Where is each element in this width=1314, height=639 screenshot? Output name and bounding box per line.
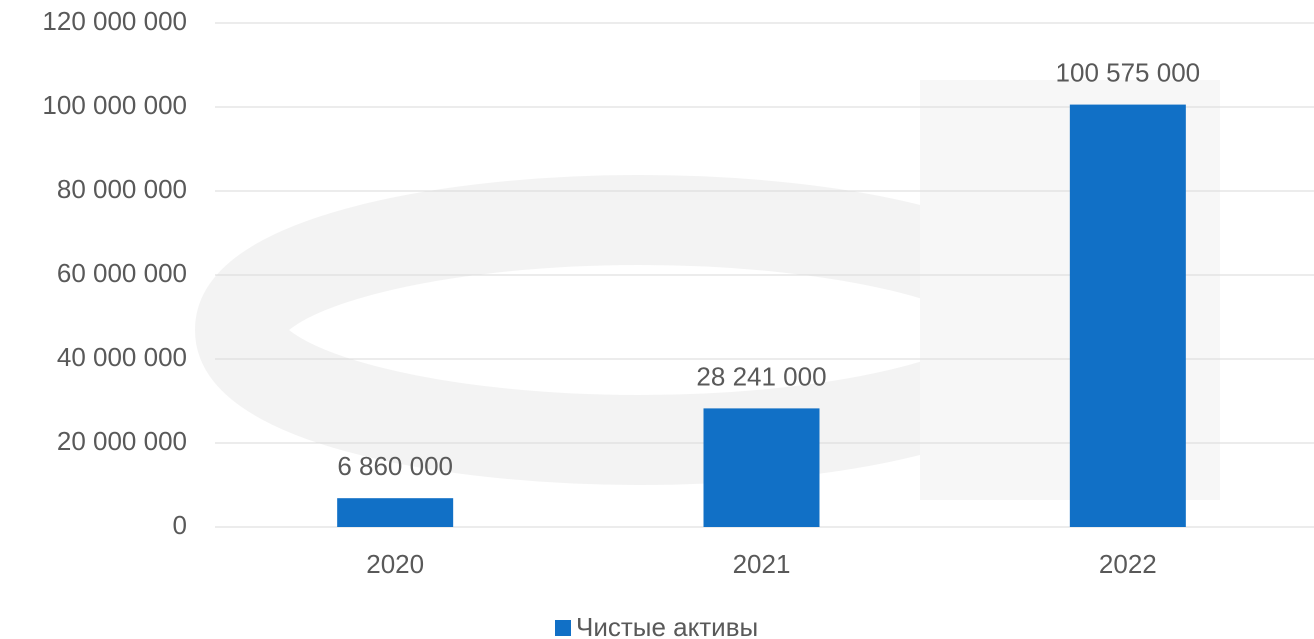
- y-tick-label: 60 000 000: [57, 258, 187, 288]
- x-tick-label: 2021: [733, 549, 791, 579]
- y-tick-label: 80 000 000: [57, 174, 187, 204]
- y-tick-label: 100 000 000: [42, 90, 187, 120]
- x-tick-label: 2022: [1099, 549, 1157, 579]
- x-tick-label: 2020: [366, 549, 424, 579]
- y-tick-label: 20 000 000: [57, 426, 187, 456]
- legend-label: Чистые активы: [576, 612, 758, 639]
- bar: [1069, 104, 1186, 528]
- data-label: 100 575 000: [1056, 57, 1201, 87]
- bar: [703, 408, 820, 527]
- y-tick-label: 40 000 000: [57, 342, 187, 372]
- data-label: 6 860 000: [337, 451, 453, 481]
- data-label: 28 241 000: [696, 361, 826, 391]
- legend-swatch: [555, 620, 571, 636]
- bar: [337, 498, 454, 527]
- y-tick-label: 0: [173, 510, 187, 540]
- y-tick-label: 120 000 000: [42, 6, 187, 36]
